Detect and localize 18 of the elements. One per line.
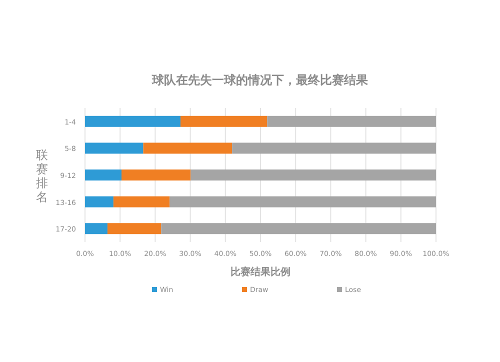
chart-title: 球队在先失一球的情况下，最终比赛结果 — [151, 73, 369, 87]
bar — [180, 116, 268, 127]
bar — [85, 170, 122, 180]
bar — [113, 196, 170, 208]
bar — [143, 142, 232, 154]
bar — [85, 196, 114, 208]
bar — [107, 223, 162, 234]
bar — [190, 170, 436, 180]
y-axis-title: 联赛排名 — [36, 148, 48, 204]
x-axis-title: 比赛结果比例 — [230, 266, 290, 278]
bar — [85, 223, 108, 234]
bar — [122, 170, 191, 180]
bar — [85, 142, 144, 154]
bar — [161, 223, 436, 234]
bar — [170, 196, 436, 208]
bar — [232, 142, 436, 154]
bar — [267, 116, 436, 127]
bar — [85, 116, 180, 127]
